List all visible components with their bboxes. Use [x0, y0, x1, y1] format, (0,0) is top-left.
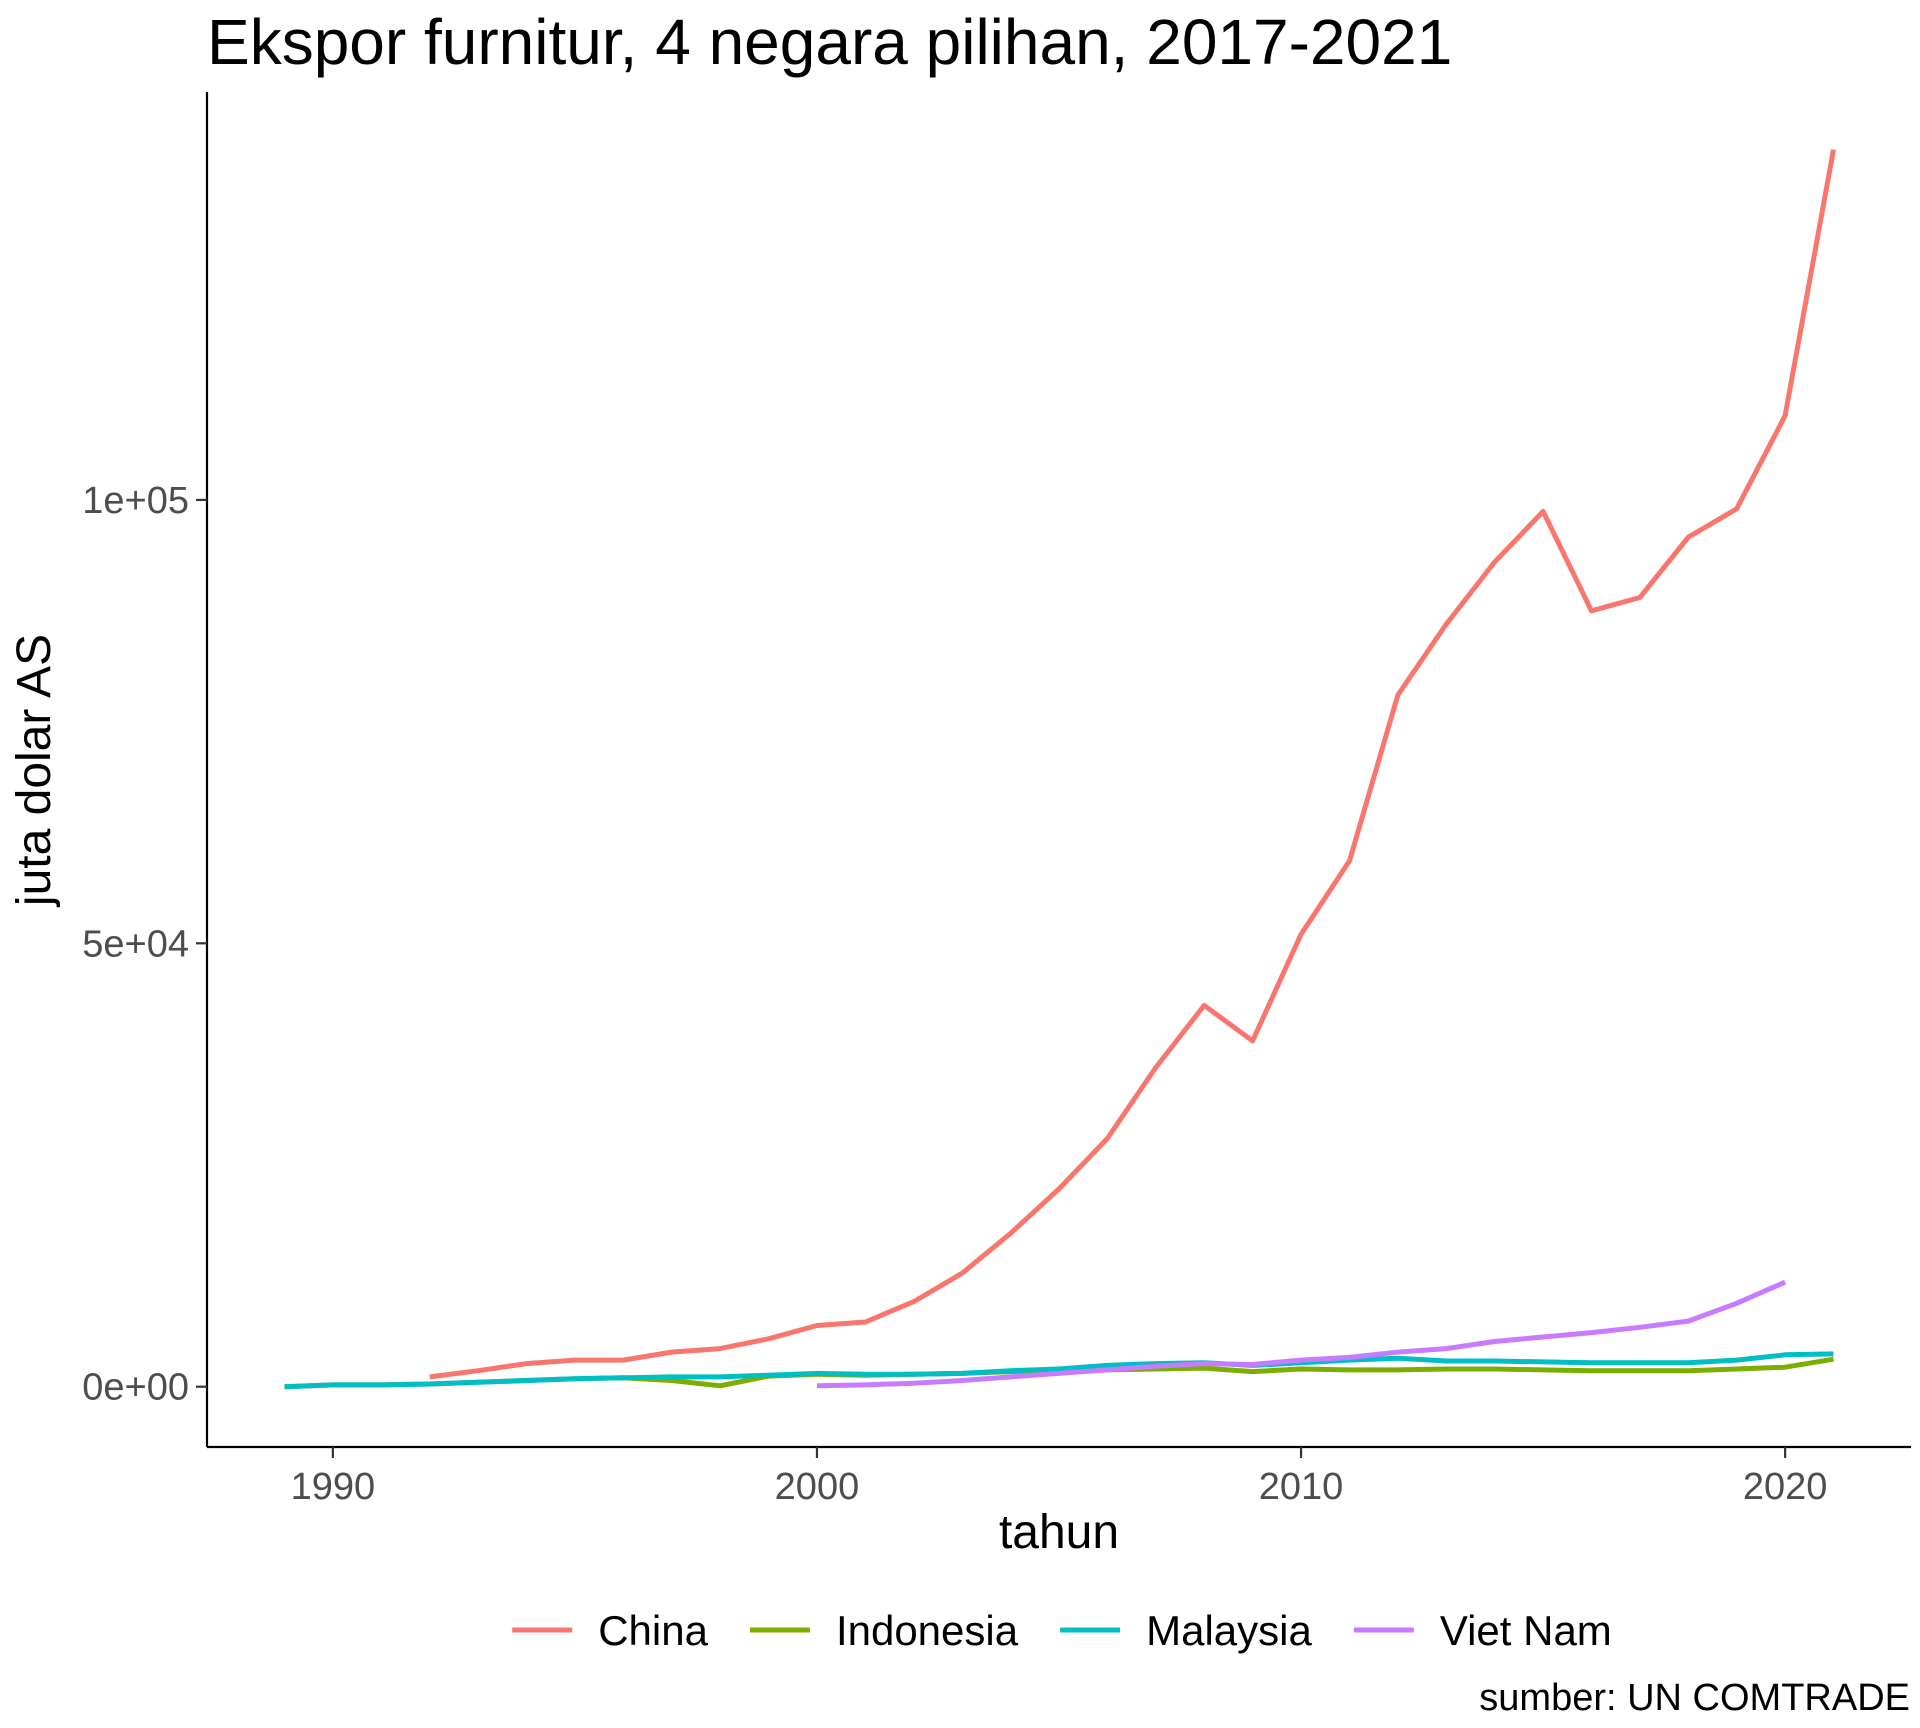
series-line-viet-nam: [816, 1279, 1787, 1389]
x-tick-label: 2010: [1259, 1466, 1344, 1508]
chart-title: Ekspor furnitur, 4 negara pilihan, 2017-…: [207, 6, 1452, 78]
caption: sumber: UN COMTRADE: [1479, 1677, 1910, 1719]
x-axis-title: tahun: [999, 1506, 1119, 1559]
x-tick-label: 1990: [291, 1466, 376, 1508]
plot-area: 1990 2000 2010 2020 0e+00 5e+04 1e+05: [82, 92, 1911, 1508]
legend-item-china: China: [512, 1607, 709, 1654]
legend-label-indonesia: Indonesia: [836, 1607, 1019, 1654]
legend-label-malaysia: Malaysia: [1146, 1607, 1312, 1654]
y-tick-label: 1e+05: [82, 480, 189, 522]
legend-item-indonesia: Indonesia: [749, 1607, 1019, 1654]
legend-item-malaysia: Malaysia: [1060, 1607, 1312, 1654]
x-tick-label: 2000: [775, 1466, 860, 1508]
x-tick-label: 2020: [1743, 1466, 1828, 1508]
y-tick-label: 5e+04: [82, 923, 189, 965]
y-axis-ticks: 0e+00 5e+04 1e+05: [82, 480, 207, 1409]
y-axis-title: juta dolar AS: [8, 634, 61, 908]
legend: China Indonesia Malaysia Viet Nam: [512, 1607, 1612, 1654]
legend-label-viet-nam: Viet Nam: [1440, 1607, 1612, 1654]
series-line-malaysia: [284, 1351, 1834, 1390]
y-tick-label: 0e+00: [82, 1367, 189, 1409]
series-layer: [284, 149, 1836, 1390]
legend-item-viet-nam: Viet Nam: [1353, 1607, 1612, 1654]
series-line-china: [429, 149, 1836, 1380]
legend-label-china: China: [598, 1607, 708, 1654]
x-axis-ticks: 1990 2000 2010 2020: [291, 1447, 1828, 1508]
